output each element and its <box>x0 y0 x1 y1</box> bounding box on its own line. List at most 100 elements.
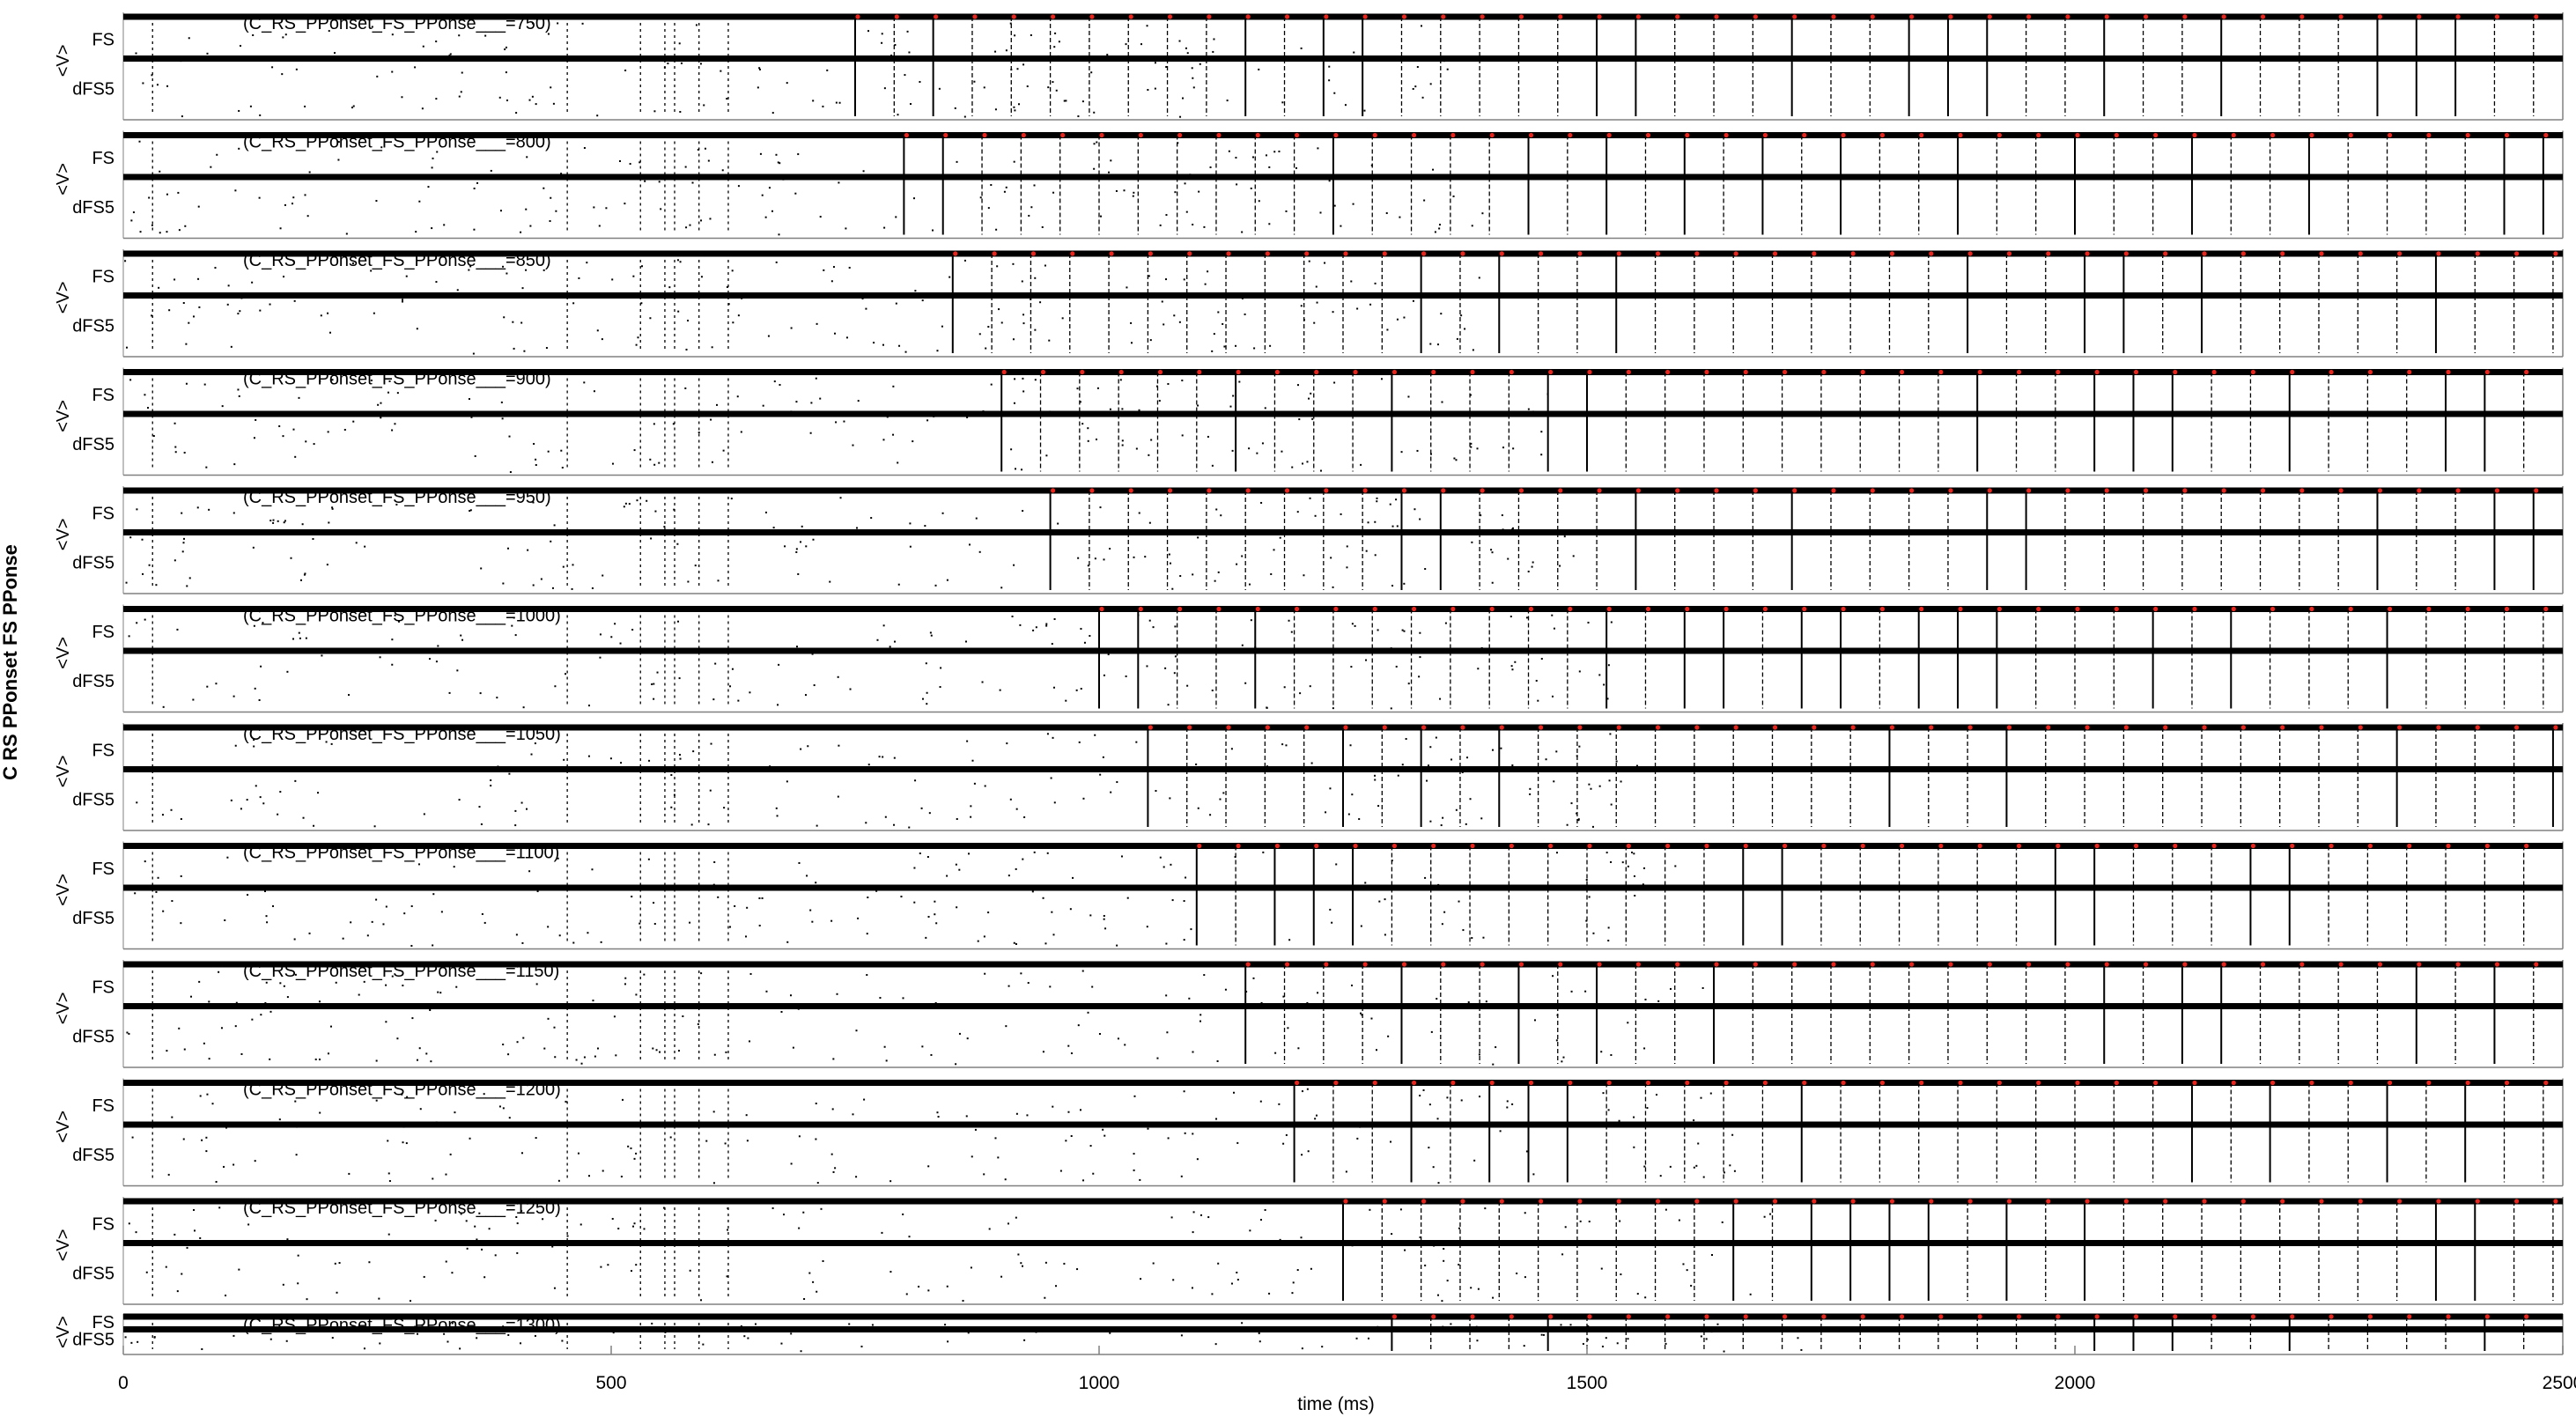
spike-dot <box>455 985 458 988</box>
onset-marker <box>2329 369 2334 375</box>
spike-dot <box>679 757 682 760</box>
spike-dot <box>476 181 479 184</box>
row-label-fs: FS <box>92 742 114 761</box>
onset-marker <box>1597 962 1602 967</box>
spike-dot <box>1072 876 1074 879</box>
spike-dot <box>543 887 546 889</box>
onset-marker <box>1762 132 1768 138</box>
spike-dot <box>484 34 487 37</box>
v-label: <V> <box>54 637 73 669</box>
spike-dot <box>125 581 128 584</box>
spike-dot <box>633 449 636 452</box>
onset-marker <box>2114 1080 2119 1086</box>
panel-title: (C_RS_PPonset_FS_PPonse___=1200) <box>243 1081 561 1100</box>
spike-dot <box>1046 733 1049 735</box>
spike-dot <box>834 1167 837 1170</box>
spike-dot <box>543 187 545 189</box>
onset-marker <box>2260 14 2266 19</box>
spike-dot <box>1282 995 1285 998</box>
spike-dot <box>1710 1254 1713 1257</box>
spike-dot <box>225 1295 227 1297</box>
onset-marker <box>1783 1314 1788 1319</box>
onset-marker <box>1958 1080 1963 1086</box>
spike-dot <box>1161 300 1163 303</box>
spike-dot <box>967 1332 970 1334</box>
spike-dot <box>1306 1088 1309 1090</box>
spike-dot <box>1601 1345 1604 1347</box>
spike-dot <box>1353 51 1355 54</box>
spike-dot <box>971 759 974 762</box>
spike-dot <box>135 52 137 55</box>
onset-marker <box>1128 14 1133 19</box>
spike-dot <box>515 1216 518 1219</box>
spike-dot <box>1230 1282 1233 1285</box>
spike-dot <box>1140 1278 1142 1280</box>
onset-marker <box>2494 962 2500 967</box>
onset-marker <box>1324 14 1329 19</box>
spike-dot <box>159 170 161 173</box>
spike-dot <box>1585 878 1588 881</box>
spike-dot <box>795 646 798 648</box>
onset-marker <box>1030 251 1037 256</box>
spike-dot <box>721 169 724 172</box>
spike-dot <box>206 1093 209 1096</box>
spike-dot <box>511 624 513 627</box>
spike-dot <box>449 1153 452 1155</box>
spike-dot <box>777 704 779 706</box>
spike-dot <box>469 510 471 513</box>
spike-dot <box>832 1170 835 1173</box>
spike-dot <box>712 698 715 701</box>
spike-dot <box>580 1062 583 1065</box>
spike-dot <box>1347 813 1350 816</box>
spike-dot <box>968 543 971 546</box>
spike-dot <box>297 1254 299 1257</box>
spike-dot <box>1403 582 1406 585</box>
onset-marker <box>1879 606 1885 612</box>
spike-dot <box>238 147 240 150</box>
spike-dot <box>1615 760 1618 763</box>
spike-dot <box>1130 321 1133 324</box>
spike-dot <box>1268 1292 1271 1295</box>
spike-dot <box>994 50 997 53</box>
spike-dot <box>1285 294 1288 297</box>
panel-title: (C_RS_PPonset_FS_PPonse___=950) <box>243 488 551 507</box>
spike-dot <box>954 107 956 109</box>
spike-dot <box>1729 1164 1731 1167</box>
spike-dot <box>1005 49 1008 52</box>
spike-dot <box>1588 1221 1591 1223</box>
spike-dot <box>973 1330 976 1332</box>
spike-dot <box>1657 1000 1660 1002</box>
spike-dot <box>624 69 627 71</box>
spike-dot <box>941 294 944 297</box>
spike-dot <box>502 1107 505 1110</box>
onset-marker <box>1665 843 1671 849</box>
onset-marker <box>1958 606 1963 612</box>
spike-dot <box>506 272 508 275</box>
onset-marker <box>2182 14 2188 19</box>
spike-dot <box>1192 224 1194 226</box>
spike-dot <box>174 446 177 448</box>
spike-dot <box>983 935 985 938</box>
spike-dot <box>798 1135 801 1138</box>
spike-dot <box>496 697 498 699</box>
spike-dot <box>525 208 528 210</box>
onset-marker <box>2553 1199 2558 1204</box>
spike-dot <box>620 762 623 764</box>
onset-marker <box>1509 843 1514 849</box>
spike-dot <box>1009 798 1012 801</box>
spike-dot <box>914 290 917 292</box>
spike-dot <box>473 228 476 231</box>
spike-dot <box>348 1172 351 1175</box>
spike-dot <box>1262 851 1265 853</box>
spike-dot <box>461 71 463 74</box>
spike-dot <box>522 706 525 709</box>
spike-dot <box>1306 461 1309 463</box>
onset-marker <box>2260 962 2266 967</box>
spike-dot <box>852 1113 854 1116</box>
spike-dot <box>1015 173 1017 176</box>
spike-dot <box>1633 875 1635 877</box>
spike-dot <box>955 863 957 866</box>
spike-dot <box>768 187 771 189</box>
spike-dot <box>1351 623 1354 625</box>
onset-marker <box>1577 725 1583 730</box>
